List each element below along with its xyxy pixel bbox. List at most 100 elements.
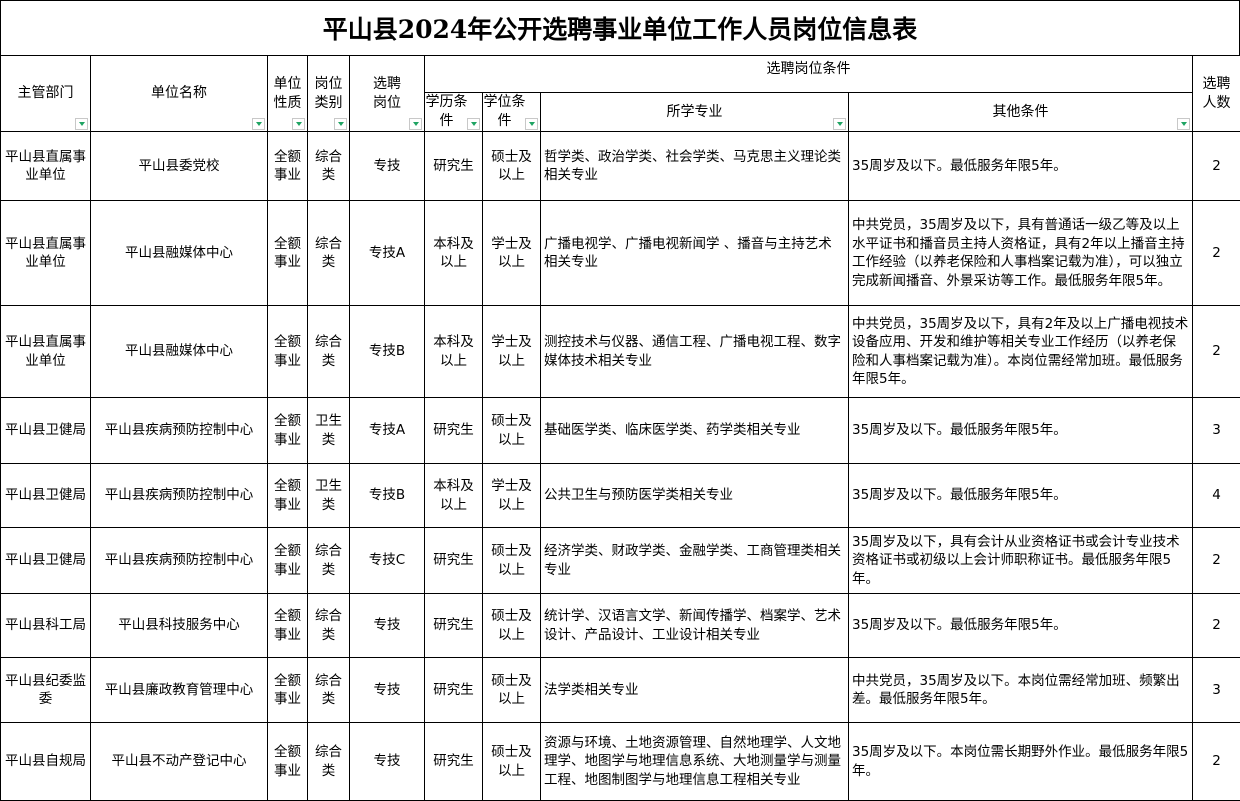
cell-other[interactable]: 35周岁及以下，具有会计从业资格证书或会计专业技术资格证书或初级以上会计师职称证… <box>849 528 1193 594</box>
cell-degree[interactable]: 硕士及以上 <box>483 723 541 801</box>
cell-major[interactable]: 公共卫生与预防医学类相关专业 <box>541 464 849 528</box>
cell-degree[interactable]: 硕士及以上 <box>483 528 541 594</box>
cell-nature[interactable]: 全额事业 <box>268 132 308 201</box>
cell-count[interactable]: 3 <box>1193 398 1240 464</box>
cell-category[interactable]: 综合类 <box>308 723 350 801</box>
cell-dept[interactable]: 平山县卫健局 <box>1 528 91 594</box>
cell-degree[interactable]: 硕士及以上 <box>483 594 541 658</box>
cell-other[interactable]: 中共党员，35周岁及以下，具有2年及以上广播电视技术设备应用、开发和维护等相关专… <box>849 306 1193 398</box>
cell-nature[interactable]: 全额事业 <box>268 201 308 306</box>
cell-major[interactable]: 测控技术与仪器、通信工程、广播电视工程、数字媒体技术相关专业 <box>541 306 849 398</box>
cell-post[interactable]: 专技 <box>350 658 425 723</box>
dropdown-filter-icon[interactable] <box>833 118 846 130</box>
cell-count[interactable]: 4 <box>1193 464 1240 528</box>
cell-nature[interactable]: 全额事业 <box>268 594 308 658</box>
dropdown-filter-icon[interactable] <box>409 118 422 130</box>
cell-major[interactable]: 哲学类、政治学类、社会学类、马克思主义理论类相关专业 <box>541 132 849 201</box>
cell-edu[interactable]: 研究生 <box>425 528 483 594</box>
cell-category[interactable]: 综合类 <box>308 528 350 594</box>
cell-count[interactable]: 2 <box>1193 594 1240 658</box>
cell-other[interactable]: 35周岁及以下。最低服务年限5年。 <box>849 398 1193 464</box>
cell-major[interactable]: 资源与环境、土地资源管理、自然地理学、人文地理学、地图学与地理信息系统、大地测量… <box>541 723 849 801</box>
cell-other[interactable]: 35周岁及以下。最低服务年限5年。 <box>849 132 1193 201</box>
cell-degree[interactable]: 学士及以上 <box>483 306 541 398</box>
dropdown-filter-icon[interactable] <box>252 118 265 130</box>
cell-other[interactable]: 35周岁及以下。最低服务年限5年。 <box>849 464 1193 528</box>
cell-post[interactable]: 专技B <box>350 464 425 528</box>
cell-dept[interactable]: 平山县直属事业单位 <box>1 132 91 201</box>
cell-post[interactable]: 专技A <box>350 201 425 306</box>
cell-edu[interactable]: 研究生 <box>425 723 483 801</box>
cell-post[interactable]: 专技 <box>350 132 425 201</box>
cell-other[interactable]: 中共党员，35周岁及以下。本岗位需经常加班、频繁出差。最低服务年限5年。 <box>849 658 1193 723</box>
cell-nature[interactable]: 全额事业 <box>268 723 308 801</box>
cell-major[interactable]: 经济学类、财政学类、金融学类、工商管理类相关专业 <box>541 528 849 594</box>
cell-unit[interactable]: 平山县委党校 <box>91 132 268 201</box>
cell-edu[interactable]: 本科及以上 <box>425 306 483 398</box>
cell-dept[interactable]: 平山县科工局 <box>1 594 91 658</box>
dropdown-filter-icon[interactable] <box>75 118 88 130</box>
dropdown-filter-icon[interactable] <box>334 118 347 130</box>
dropdown-filter-icon[interactable] <box>1177 118 1190 130</box>
cell-nature[interactable]: 全额事业 <box>268 528 308 594</box>
cell-major[interactable]: 统计学、汉语言文学、新闻传播学、档案学、艺术设计、产品设计、工业设计相关专业 <box>541 594 849 658</box>
cell-count[interactable]: 2 <box>1193 528 1240 594</box>
cell-count[interactable]: 2 <box>1193 306 1240 398</box>
cell-degree[interactable]: 硕士及以上 <box>483 658 541 723</box>
cell-unit[interactable]: 平山县融媒体中心 <box>91 306 268 398</box>
cell-count[interactable]: 2 <box>1193 201 1240 306</box>
cell-post[interactable]: 专技B <box>350 306 425 398</box>
cell-edu[interactable]: 本科及以上 <box>425 201 483 306</box>
cell-other[interactable]: 35周岁及以下。最低服务年限5年。 <box>849 594 1193 658</box>
cell-category[interactable]: 综合类 <box>308 306 350 398</box>
cell-category[interactable]: 卫生类 <box>308 464 350 528</box>
cell-post[interactable]: 专技 <box>350 723 425 801</box>
cell-count[interactable]: 2 <box>1193 132 1240 201</box>
cell-post[interactable]: 专技 <box>350 594 425 658</box>
cell-other[interactable]: 中共党员，35周岁及以下，具有普通话一级乙等及以上水平证书和播音员主持人资格证，… <box>849 201 1193 306</box>
cell-category[interactable]: 综合类 <box>308 201 350 306</box>
cell-degree[interactable]: 硕士及以上 <box>483 132 541 201</box>
cell-category[interactable]: 卫生类 <box>308 398 350 464</box>
dropdown-filter-icon[interactable] <box>467 118 480 130</box>
cell-dept[interactable]: 平山县直属事业单位 <box>1 201 91 306</box>
cell-post[interactable]: 专技A <box>350 398 425 464</box>
cell-edu[interactable]: 本科及以上 <box>425 464 483 528</box>
cell-unit[interactable]: 平山县融媒体中心 <box>91 201 268 306</box>
cell-edu[interactable]: 研究生 <box>425 594 483 658</box>
cell-major[interactable]: 广播电视学、广播电视新闻学 、播音与主持艺术相关专业 <box>541 201 849 306</box>
cell-other[interactable]: 35周岁及以下。本岗位需长期野外作业。最低服务年限5年。 <box>849 723 1193 801</box>
dropdown-filter-icon[interactable] <box>292 118 305 130</box>
cell-dept[interactable]: 平山县纪委监委 <box>1 658 91 723</box>
cell-nature[interactable]: 全额事业 <box>268 658 308 723</box>
cell-category[interactable]: 综合类 <box>308 594 350 658</box>
cell-unit[interactable]: 平山县廉政教育管理中心 <box>91 658 268 723</box>
cell-unit[interactable]: 平山县科技服务中心 <box>91 594 268 658</box>
cell-post[interactable]: 专技C <box>350 528 425 594</box>
cell-count[interactable]: 3 <box>1193 658 1240 723</box>
cell-dept[interactable]: 平山县卫健局 <box>1 464 91 528</box>
cell-unit[interactable]: 平山县疾病预防控制中心 <box>91 528 268 594</box>
cell-dept[interactable]: 平山县自规局 <box>1 723 91 801</box>
cell-nature[interactable]: 全额事业 <box>268 464 308 528</box>
cell-degree[interactable]: 学士及以上 <box>483 464 541 528</box>
cell-category[interactable]: 综合类 <box>308 132 350 201</box>
cell-degree[interactable]: 硕士及以上 <box>483 398 541 464</box>
cell-count[interactable]: 2 <box>1193 723 1240 801</box>
header-edu: 学历条件 <box>425 93 483 132</box>
cell-unit[interactable]: 平山县不动产登记中心 <box>91 723 268 801</box>
cell-degree[interactable]: 学士及以上 <box>483 201 541 306</box>
cell-edu[interactable]: 研究生 <box>425 132 483 201</box>
cell-nature[interactable]: 全额事业 <box>268 306 308 398</box>
cell-unit[interactable]: 平山县疾病预防控制中心 <box>91 398 268 464</box>
cell-dept[interactable]: 平山县直属事业单位 <box>1 306 91 398</box>
cell-unit[interactable]: 平山县疾病预防控制中心 <box>91 464 268 528</box>
cell-nature[interactable]: 全额事业 <box>268 398 308 464</box>
dropdown-filter-icon[interactable] <box>525 118 538 130</box>
cell-edu[interactable]: 研究生 <box>425 398 483 464</box>
cell-major[interactable]: 法学类相关专业 <box>541 658 849 723</box>
cell-edu[interactable]: 研究生 <box>425 658 483 723</box>
cell-dept[interactable]: 平山县卫健局 <box>1 398 91 464</box>
cell-category[interactable]: 综合类 <box>308 658 350 723</box>
cell-major[interactable]: 基础医学类、临床医学类、药学类相关专业 <box>541 398 849 464</box>
